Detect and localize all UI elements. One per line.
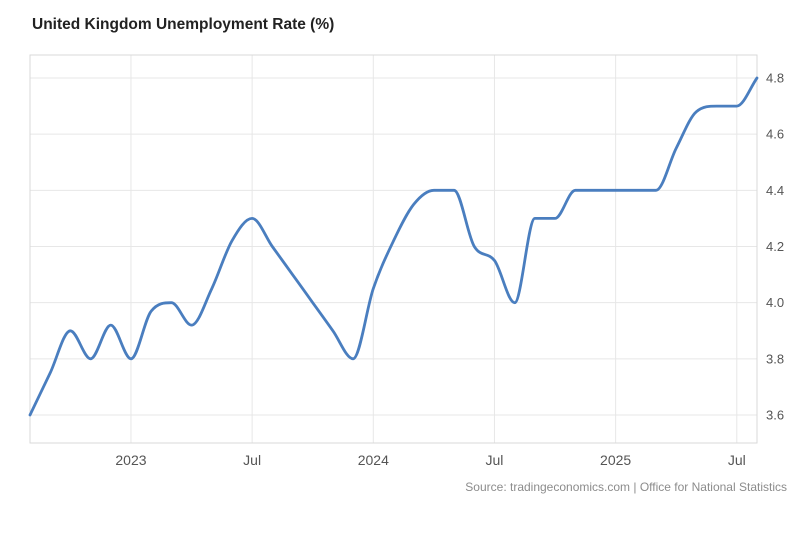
chart-title: United Kingdom Unemployment Rate (%) bbox=[32, 16, 335, 33]
x-axis-label: Jul bbox=[728, 452, 746, 468]
x-axis-label: Jul bbox=[243, 452, 261, 468]
y-axis-label: 3.6 bbox=[766, 408, 784, 423]
source-attribution: Source: tradingeconomics.com | Office fo… bbox=[465, 480, 787, 494]
y-axis-label: 3.8 bbox=[766, 351, 784, 366]
y-axis-label: 4.4 bbox=[766, 183, 784, 198]
y-axis-label: 4.6 bbox=[766, 127, 784, 142]
x-axis-label: 2023 bbox=[115, 452, 146, 468]
plot-area[interactable] bbox=[30, 55, 757, 443]
x-axis-label: Jul bbox=[486, 452, 504, 468]
plot-background bbox=[30, 55, 757, 443]
series-line bbox=[28, 76, 759, 417]
y-axis-label: 4.2 bbox=[766, 239, 784, 254]
y-axis-label: 4.0 bbox=[766, 295, 784, 310]
x-axis-label: 2024 bbox=[358, 452, 389, 468]
x-axis-label: 2025 bbox=[600, 452, 631, 468]
plot-border bbox=[29, 54, 758, 444]
y-axis-label: 4.8 bbox=[766, 71, 784, 86]
